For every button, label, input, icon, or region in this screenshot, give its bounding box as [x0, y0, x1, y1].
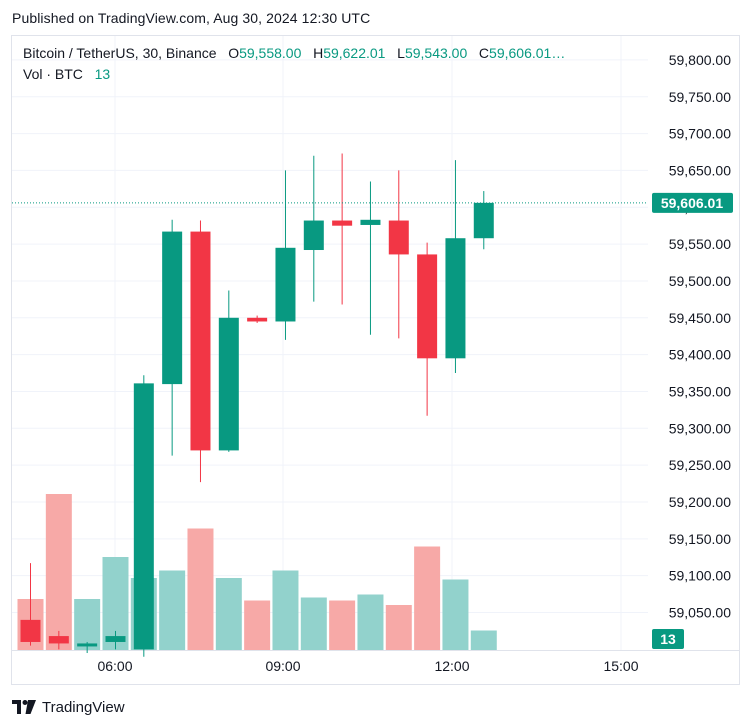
y-tick-label: 59,350.00 — [669, 383, 731, 399]
x-tick-label: 12:00 — [434, 658, 469, 674]
legend-high-label: H — [313, 45, 324, 61]
volume-bar — [385, 605, 412, 650]
legend-symbol[interactable]: Bitcoin / TetherUS, 30, Binance — [23, 45, 217, 61]
y-tick-label: 59,500.00 — [669, 273, 731, 289]
candle-body[interactable] — [417, 254, 438, 359]
volume-bar — [272, 570, 299, 650]
x-tick-label: 15:00 — [603, 658, 638, 674]
volume-bar — [442, 579, 469, 650]
footer-brand[interactable]: TradingView — [42, 698, 125, 716]
candle-body[interactable] — [162, 231, 183, 385]
legend-open-value: 59,558.00 — [239, 45, 302, 61]
candle-body[interactable] — [20, 619, 41, 642]
candle-body[interactable] — [303, 220, 324, 251]
legend-high-value: 59,622.01 — [323, 45, 386, 61]
volume-bar — [159, 570, 186, 650]
y-tick-label: 59,800.00 — [669, 52, 731, 68]
candle-body[interactable] — [77, 643, 98, 647]
last-volume-label: 13 — [660, 631, 676, 647]
candle-body[interactable] — [360, 219, 381, 225]
legend-close-value: 59,606.01… — [489, 45, 566, 61]
chart-frame — [11, 35, 740, 685]
candle-body[interactable] — [218, 317, 239, 451]
legend-ohlc: Bitcoin / TetherUS, 30, Binance O59,558.… — [23, 45, 565, 61]
volume-bar — [74, 599, 101, 650]
y-tick-label: 59,100.00 — [669, 568, 731, 584]
y-tick-label: 59,250.00 — [669, 457, 731, 473]
legend-low-label: L — [397, 45, 405, 61]
candle-body[interactable] — [247, 317, 268, 322]
legend-low-value: 59,543.00 — [404, 45, 468, 61]
y-tick-label: 59,200.00 — [669, 494, 731, 510]
volume-bar — [414, 546, 441, 650]
volume-bar — [45, 494, 72, 650]
candle-body[interactable] — [105, 636, 126, 642]
volume-bar — [215, 578, 242, 650]
volume-bar — [357, 594, 384, 650]
candle-body[interactable] — [48, 636, 69, 644]
y-tick-label: 59,650.00 — [669, 162, 731, 178]
last-volume-badge — [652, 629, 684, 649]
candle-body[interactable] — [190, 231, 211, 451]
published-info: Published on TradingView.com, Aug 30, 20… — [12, 10, 371, 26]
y-tick-label: 59,400.00 — [669, 347, 731, 363]
volume-bar — [187, 528, 214, 650]
y-tick-label: 59,300.00 — [669, 420, 731, 436]
volume-bar — [300, 597, 327, 650]
volume-bar — [470, 630, 497, 650]
y-tick-label: 59,750.00 — [669, 89, 731, 105]
y-tick-label: 59,050.00 — [669, 605, 731, 621]
volume-bar — [329, 600, 356, 650]
candle-body[interactable] — [275, 247, 296, 322]
y-tick-label: 59,700.00 — [669, 126, 731, 142]
legend-open-label: O — [228, 45, 240, 61]
x-tick-label: 09:00 — [265, 658, 300, 674]
last-price-label: 59,606.01 — [661, 195, 723, 211]
candle-body[interactable] — [445, 238, 466, 359]
x-tick-label: 06:00 — [97, 658, 132, 674]
candle-body[interactable] — [473, 202, 494, 239]
legend-volume: Vol · BTC 13 — [23, 66, 110, 82]
legend-volume-value: 13 — [94, 66, 111, 82]
y-tick-label: 59,550.00 — [669, 236, 731, 252]
footer: TradingView — [12, 697, 125, 717]
candle-body[interactable] — [332, 220, 353, 226]
legend-volume-label[interactable]: Vol · BTC — [23, 66, 83, 82]
last-price-badge — [652, 192, 733, 213]
y-tick-label: 59,150.00 — [669, 531, 731, 547]
y-tick-label: 59,450.00 — [669, 310, 731, 326]
volume-bar — [244, 600, 271, 650]
candle-body[interactable] — [133, 383, 154, 650]
candle-body[interactable] — [388, 220, 409, 255]
legend-close-label: C — [478, 45, 490, 61]
tradingview-logo-icon — [12, 700, 36, 714]
